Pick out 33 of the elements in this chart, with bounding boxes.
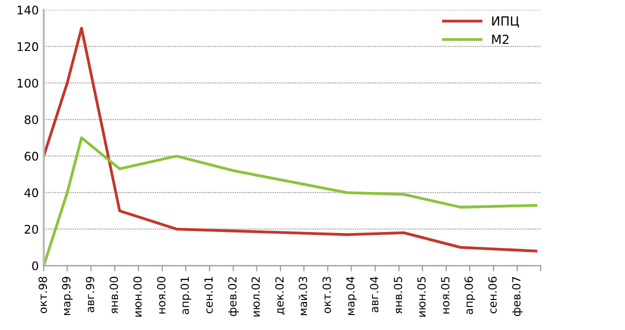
y-tick-label: 60 <box>24 152 38 161</box>
y-tick-label: 20 <box>24 224 38 234</box>
y-tick-label: 80 <box>24 115 38 124</box>
line-series <box>44 136 538 266</box>
y-tick-label: 40 <box>24 188 38 198</box>
x-tick-label: июн.00 <box>133 276 142 317</box>
legend-label: M2 <box>492 34 508 44</box>
x-tick-label: фев.02 <box>228 277 239 316</box>
x-tick-label: апр.01 <box>180 277 192 314</box>
x-tick-label: фев.07 <box>512 277 523 316</box>
y-tick-label: 120 <box>18 42 38 52</box>
x-tick-label: ноя.05 <box>441 277 450 314</box>
line-series <box>44 26 538 252</box>
x-tick-label: янв.00 <box>110 276 118 314</box>
y-tick-label: 100 <box>18 78 38 88</box>
x-tick-label: апр.06 <box>464 276 476 314</box>
x-tick-label: окт.03 <box>322 276 331 314</box>
x-tick-label: ноя.00 <box>157 276 166 314</box>
x-tick-label: авг.04 <box>370 276 378 312</box>
x-tick-label: июл.02 <box>251 277 260 316</box>
x-tick-label: июн.05 <box>417 277 426 317</box>
x-tick-label: дек.02 <box>275 277 286 314</box>
x-tick-label: сен.01 <box>204 277 213 314</box>
y-tick-label: 140 <box>18 6 38 15</box>
x-tick-label: окт.98 <box>38 276 47 314</box>
x-tick-label: мар.04 <box>346 276 357 315</box>
legend-label: ИПЦ <box>492 16 519 28</box>
y-tick-label: 0 <box>32 261 38 270</box>
x-tick-label: май.03 <box>298 276 308 316</box>
x-tick-label: янв.05 <box>394 277 402 314</box>
x-tick-label: авг.99 <box>86 276 94 312</box>
x-tick-label: сен.06 <box>488 276 497 314</box>
x-tick-label: мар.99 <box>62 276 73 315</box>
